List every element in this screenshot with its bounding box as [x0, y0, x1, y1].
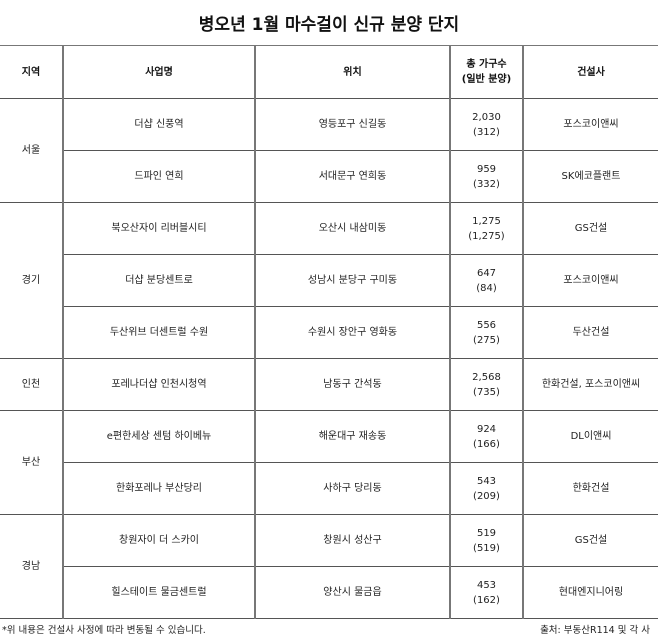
builder-cell: GS건설: [522, 514, 658, 567]
page-title: 병오년 1월 마수걸이 신규 분양 단지: [198, 15, 460, 35]
builder-cell: 포스코이앤씨: [522, 254, 658, 307]
project-cell: e편한세상 센텀 하이베뉴: [62, 410, 256, 463]
location-cell: 서대문구 연희동: [254, 150, 451, 203]
project-cell: 두산위브 더센트럴 수원: [63, 306, 256, 359]
table-row: 경기 북오산자이 리버블시티 오산시 내삼미동 1,275 (1,275) GS건설: [0, 202, 658, 359]
source-note: 출처: 부동산R114 및 각 사: [540, 625, 650, 636]
location-cell: 수원시 장안구 영화동: [254, 306, 451, 359]
builder-cell: 두산건설: [522, 306, 658, 359]
region-cell: 서울: [0, 98, 64, 203]
location-cell: 사하구 당리동: [254, 462, 451, 515]
households-cell: 1,275 (1,275): [449, 202, 524, 255]
project-cell: 북오산자이 리버블시티: [62, 202, 256, 255]
table-row: 인천 포레나더샵 인천시청역 남동구 간석동 2,568 (735) 한화건설, 포스코이…: [0, 358, 658, 411]
table-row: 더샵 분당센트로 성남시 분당구 구미동 647 (84) 포스코이앤씨: [0, 254, 658, 307]
location-cell: 해운대구 재송동: [254, 410, 451, 463]
header-row: 지역 사업명 위치 총 가구수 (일반 분양) 건설사: [0, 45, 658, 99]
households-cell: 2,030 (312): [449, 98, 524, 151]
table-row: 경남 창원자이 더 스카이 창원시 성산구 519 (519) GS건설: [0, 514, 658, 619]
builder-cell: 한화건설: [522, 462, 658, 515]
builder-cell: 포스코이앤씨: [522, 98, 658, 151]
table-row: 한화포레나 부산당리 사하구 당리동 543 (209) 한화건설: [0, 462, 658, 515]
builder-cell: 현대엔지니어링: [522, 566, 658, 619]
header-project: 사업명: [62, 45, 256, 99]
location-cell: 오산시 내삼미동: [254, 202, 451, 255]
builder-cell: GS건설: [522, 202, 658, 255]
presale-table: 지역 사업명 위치 총 가구수 (일반 분양) 건설사 서울 더샵 신풍역 영등포구 …: [0, 45, 658, 619]
project-cell: 한화포레나 부산당리: [63, 462, 256, 515]
region-cell: 부산: [0, 410, 64, 515]
footnote: *위 내용은 건설사 사정에 따라 변동될 수 있습니다.: [2, 625, 206, 636]
households-cell: 556 (275): [449, 306, 524, 359]
project-cell: 더샵 분당센트로: [63, 254, 256, 307]
region-cell: 인천: [0, 358, 64, 411]
table-row: 부산 e편한세상 센텀 하이베뉴 해운대구 재송동 924 (166) DL이앤씨: [0, 410, 658, 515]
header-location: 위치: [254, 45, 451, 99]
households-cell: 519 (519): [449, 514, 524, 567]
location-cell: 창원시 성산구: [254, 514, 451, 567]
header-builder: 건설사: [522, 45, 658, 99]
project-cell: 포레나더샵 인천시청역: [62, 358, 256, 411]
households-cell: 647 (84): [449, 254, 524, 307]
households-cell: 2,568 (735): [449, 358, 524, 411]
location-cell: 남동구 간석동: [254, 358, 451, 411]
households-cell: 924 (166): [449, 410, 524, 463]
location-cell: 양산시 물금읍: [254, 566, 451, 619]
builder-cell: 한화건설, 포스코이앤씨: [522, 358, 658, 411]
location-cell: 성남시 분당구 구미동: [254, 254, 451, 307]
households-cell: 453 (162): [449, 566, 524, 619]
households-cell: 959 (332): [449, 150, 524, 203]
project-cell: 드파인 연희: [63, 150, 256, 203]
table-row: 힐스테이트 물금센트럴 양산시 물금읍 453 (162) 현대엔지니어링: [0, 566, 658, 619]
table-row: 두산위브 더센트럴 수원 수원시 장안구 영화동 556 (275) 두산건설: [0, 306, 658, 359]
project-cell: 힐스테이트 물금센트럴: [63, 566, 256, 619]
region-cell: 경남: [0, 514, 64, 619]
households-cell: 543 (209): [449, 462, 524, 515]
project-cell: 창원자이 더 스카이: [62, 514, 256, 567]
header-households: 총 가구수 (일반 분양): [449, 45, 524, 99]
table-row: 서울 더샵 신풍역 영등포구 신길동 2,030 (312) 포스코이앤씨: [0, 98, 658, 203]
table-row: 드파인 연희 서대문구 연희동 959 (332) SK에코플랜트: [0, 150, 658, 203]
builder-cell: DL이앤씨: [522, 410, 658, 463]
region-cell: 경기: [0, 202, 64, 359]
location-cell: 영등포구 신길동: [254, 98, 451, 151]
header-region: 지역: [0, 45, 64, 99]
builder-cell: SK에코플랜트: [522, 150, 658, 203]
project-cell: 더샵 신풍역: [62, 98, 256, 151]
